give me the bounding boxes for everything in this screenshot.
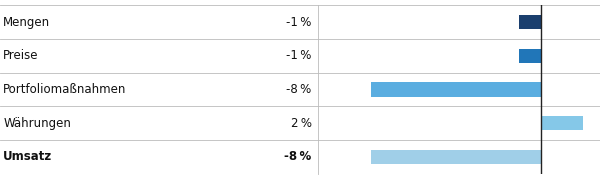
Bar — [371, 83, 541, 96]
Bar — [371, 150, 541, 164]
Bar — [520, 15, 541, 29]
Text: -8 %: -8 % — [284, 150, 311, 163]
Text: Portfoliomaßnahmen: Portfoliomaßnahmen — [3, 83, 127, 96]
Text: Preise: Preise — [3, 49, 38, 62]
Text: -1 %: -1 % — [286, 16, 311, 29]
Text: Währungen: Währungen — [3, 117, 71, 130]
Text: -1 %: -1 % — [286, 49, 311, 62]
Text: 2 %: 2 % — [290, 117, 311, 130]
Text: -8 %: -8 % — [286, 83, 311, 96]
Bar — [541, 116, 583, 130]
Text: Mengen: Mengen — [3, 16, 50, 29]
Bar — [520, 49, 541, 63]
Text: Umsatz: Umsatz — [3, 150, 52, 163]
